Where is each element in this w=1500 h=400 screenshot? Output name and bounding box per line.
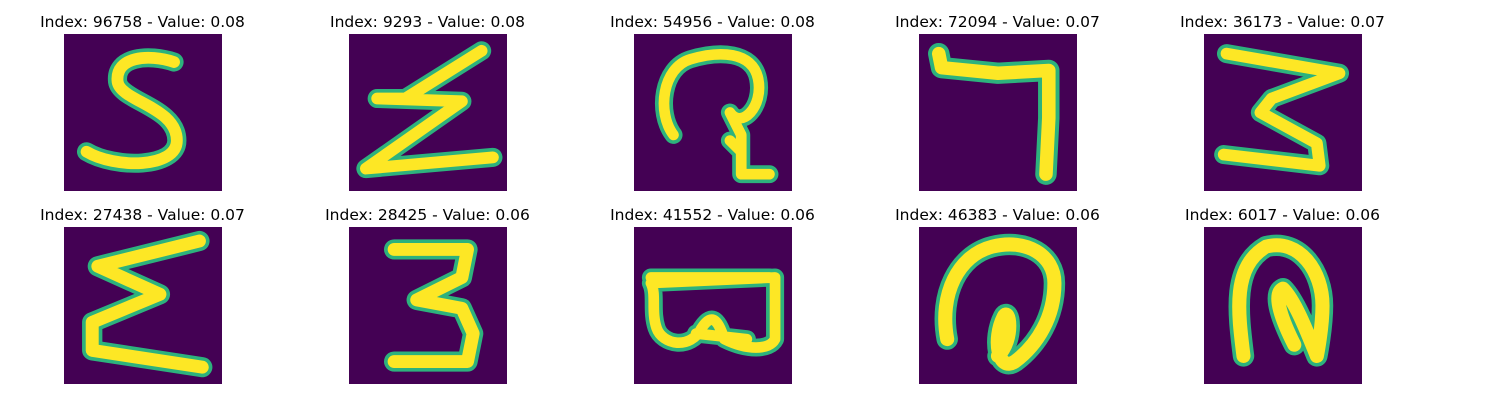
panel-title: Index: 46383 - Value: 0.06 <box>895 206 1100 224</box>
panel-title: Index: 72094 - Value: 0.07 <box>895 13 1100 31</box>
panel-8: Index: 41552 - Value: 0.06 <box>570 205 855 385</box>
digit-5-icon <box>64 34 222 191</box>
panel-title: Index: 6017 - Value: 0.06 <box>1185 206 1380 224</box>
double-loop-glyph-icon <box>634 227 792 384</box>
sigma-glyph-icon <box>64 227 222 384</box>
panel-10: Index: 6017 - Value: 0.06 <box>1140 205 1425 385</box>
panel-9: Index: 46383 - Value: 0.06 <box>855 205 1140 385</box>
panel-title: Index: 28425 - Value: 0.06 <box>325 206 530 224</box>
panel-5: Index: 36173 - Value: 0.07 <box>1140 12 1425 192</box>
at-glyph-icon <box>919 227 1077 384</box>
zigzag-z-icon <box>349 34 507 191</box>
digit-3-icon <box>1204 34 1362 191</box>
panel-1: Index: 96758 - Value: 0.08 <box>0 12 285 192</box>
panel-title: Index: 27438 - Value: 0.07 <box>40 206 245 224</box>
panel-6: Index: 27438 - Value: 0.07 <box>0 205 285 385</box>
panel-title: Index: 36173 - Value: 0.07 <box>1180 13 1385 31</box>
panel-4: Index: 72094 - Value: 0.07 <box>855 12 1140 192</box>
digit-7-icon <box>919 34 1077 191</box>
panel-title: Index: 9293 - Value: 0.08 <box>330 13 525 31</box>
panel-2: Index: 9293 - Value: 0.08 <box>285 12 570 192</box>
panel-title: Index: 54956 - Value: 0.08 <box>610 13 815 31</box>
panel-title: Index: 96758 - Value: 0.08 <box>40 13 245 31</box>
panel-7: Index: 28425 - Value: 0.06 <box>285 205 570 385</box>
panel-title: Index: 41552 - Value: 0.06 <box>610 206 815 224</box>
panel-3: Index: 54956 - Value: 0.08 <box>570 12 855 192</box>
digit-3-icon <box>349 227 507 384</box>
arch-glyph-icon <box>1204 227 1362 384</box>
loop-glyph-icon <box>634 34 792 191</box>
